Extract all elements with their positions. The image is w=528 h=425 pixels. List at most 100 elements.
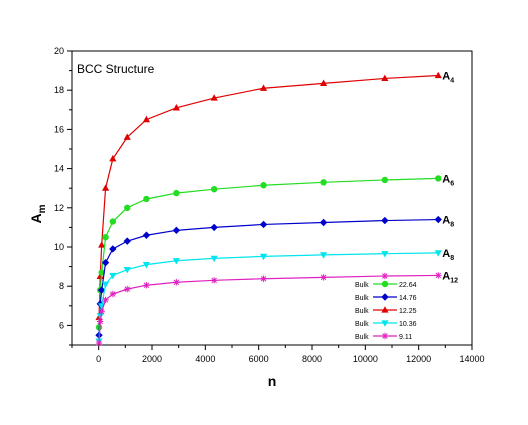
legend-label: Bulk [355, 282, 369, 289]
x-tick-label: 4000 [195, 354, 215, 364]
legend-label: Bulk [355, 334, 369, 341]
series-end-label-main: A [442, 71, 450, 83]
data-point [259, 253, 268, 261]
data-point [102, 296, 109, 304]
series-end-label: A4 [442, 71, 454, 85]
data-point [143, 195, 150, 203]
y-axis-label-main: A [28, 213, 44, 223]
data-point [173, 279, 180, 286]
data-point [98, 241, 106, 248]
legend-marker [381, 293, 389, 301]
y-tick-label: 16 [54, 124, 64, 134]
y-tick-label: 10 [54, 242, 64, 252]
data-point [142, 115, 151, 123]
data-point [381, 272, 389, 280]
y-tick-label: 18 [54, 85, 64, 95]
data-point [172, 258, 180, 265]
data-point [320, 179, 327, 186]
data-point [210, 277, 218, 284]
data-point [123, 133, 131, 140]
data-point [320, 274, 327, 281]
series-4 [95, 272, 442, 347]
legend-item: Bulk 12.25 [355, 306, 417, 315]
data-point [101, 184, 110, 191]
series-end-label: A6 [442, 173, 454, 187]
data-point [109, 218, 117, 225]
x-tick-label: 6000 [249, 354, 269, 364]
legend-item: Bulk 10.36 [355, 320, 417, 328]
data-point [320, 79, 328, 86]
legend-marker [381, 320, 389, 327]
y-tick-label: 12 [54, 203, 64, 213]
data-point [435, 272, 442, 279]
series-end-label-main: A [442, 173, 450, 185]
data-point [124, 204, 131, 211]
y-tick-label: 14 [54, 164, 64, 174]
y-tick-label: 20 [54, 46, 64, 56]
legend-value: 14.76 [399, 295, 417, 302]
series-end-label-sub: 8 [450, 222, 454, 229]
data-point [260, 182, 267, 189]
legend-marker [381, 306, 389, 313]
y-axis-label-sub: m [37, 204, 48, 213]
legend-label: Bulk [355, 321, 369, 328]
x-tick-label: 8000 [302, 354, 322, 364]
data-point [109, 272, 117, 280]
legend-value: 10.36 [399, 321, 417, 328]
data-point [381, 251, 389, 258]
data-point [434, 215, 442, 224]
data-point [97, 286, 106, 294]
data-point [210, 185, 218, 193]
series-2 [95, 215, 442, 339]
data-point [381, 216, 389, 225]
legend-marker [381, 332, 389, 340]
series-line [98, 74, 439, 318]
data-point [124, 285, 131, 293]
data-point [210, 255, 218, 263]
data-point [123, 266, 131, 274]
x-tick-label: 14000 [459, 354, 484, 364]
data-point [435, 175, 442, 182]
data-point [172, 104, 180, 111]
series-0 [95, 71, 442, 321]
data-point [109, 155, 117, 162]
data-point [101, 281, 110, 289]
series-end-label-main: A [442, 215, 450, 227]
data-point [109, 290, 117, 298]
legend-item: Bulk 22.64 [355, 280, 417, 289]
x-tick-label: 2000 [142, 354, 162, 364]
legend-marker [381, 280, 389, 288]
data-point [381, 74, 389, 82]
y-axis-label: Am [28, 204, 48, 223]
data-point [259, 220, 268, 229]
data-point [109, 245, 117, 253]
data-point [97, 318, 104, 325]
x-tick-label: 10000 [353, 354, 378, 364]
legend-label: Bulk [355, 308, 369, 315]
data-point [96, 272, 104, 279]
x-tick-label: 12000 [406, 354, 431, 364]
data-point [210, 94, 218, 101]
data-point [123, 237, 131, 245]
data-point [142, 231, 151, 239]
series-end-label-main: A [442, 270, 450, 282]
data-point [434, 250, 442, 257]
data-point [172, 226, 181, 235]
data-point [173, 189, 180, 197]
series-end-label: A12 [442, 270, 458, 284]
data-point [260, 275, 267, 282]
data-point [259, 84, 268, 91]
series-end-label-main: A [442, 248, 450, 260]
series-end-label-sub: 6 [450, 180, 454, 187]
data-point [142, 262, 151, 269]
series-end-label-sub: 8 [450, 255, 454, 262]
series-end-label: A8 [442, 215, 454, 229]
data-point [98, 269, 105, 276]
data-point [319, 218, 328, 227]
data-point [143, 282, 150, 289]
data-point [434, 71, 442, 79]
x-tick-label: 0 [96, 354, 101, 364]
legend-item: Bulk 14.76 [355, 293, 417, 302]
